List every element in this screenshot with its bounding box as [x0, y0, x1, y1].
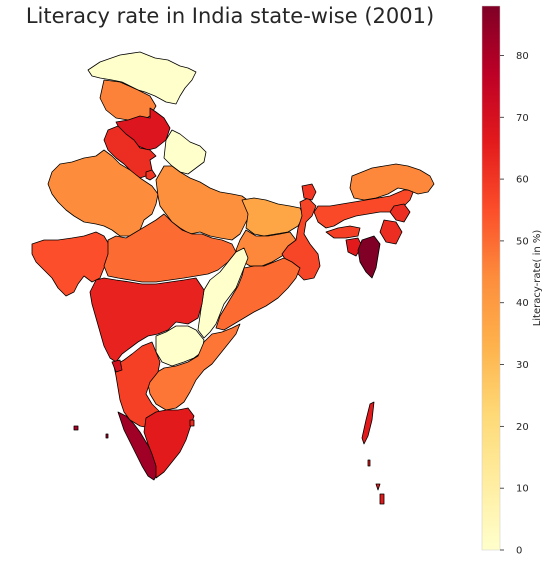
colorbar-tick-label: 70	[516, 113, 529, 124]
region-rajasthan	[47, 149, 159, 237]
region-arunachal-pradesh	[349, 163, 435, 201]
region-maharashtra	[89, 277, 205, 363]
region-west-bengal	[281, 197, 321, 281]
region-tamil-nadu	[143, 407, 195, 479]
colorbar-tick-label: 10	[516, 484, 529, 495]
region-manipur	[379, 219, 403, 245]
colorbar-tick-label: 40	[516, 298, 529, 309]
chart-title: Literacy rate in India state-wise (2001)	[26, 4, 434, 28]
region-goa	[111, 359, 123, 373]
colorbar-gradient	[481, 5, 501, 551]
region-puducherry	[189, 419, 195, 427]
region-nagaland	[389, 203, 411, 223]
region-karnataka	[113, 341, 161, 429]
region-andaman-and-nicobar-islands	[361, 401, 385, 505]
region-mizoram	[357, 235, 381, 279]
region-sikkim	[301, 183, 317, 201]
colorbar-tick-label: 20	[516, 422, 529, 433]
region-jammu-and-kashmir	[87, 51, 197, 105]
india-map	[31, 51, 435, 505]
region-andhra-pradesh	[147, 323, 241, 411]
colorbar-tick-label: 0	[516, 546, 522, 557]
region-meghalaya	[325, 225, 361, 239]
colorbar-ticks: 0 10 20 30 40 50 60 70 80	[500, 51, 529, 557]
region-lakshadweep	[73, 425, 109, 439]
colorbar: 0 10 20 30 40 50 60 70 80 Literacy-rate( in %)	[481, 5, 543, 557]
colorbar-tick-label: 80	[516, 51, 529, 62]
colorbar-tick-label: 60	[516, 175, 529, 186]
colorbar-label: Literacy-rate( in %)	[532, 230, 543, 327]
region-odisha	[215, 257, 301, 331]
colorbar-tick-label: 50	[516, 236, 529, 247]
colorbar-tick-label: 30	[516, 360, 529, 371]
region-delhi	[145, 169, 157, 181]
region-bihar	[241, 197, 305, 237]
